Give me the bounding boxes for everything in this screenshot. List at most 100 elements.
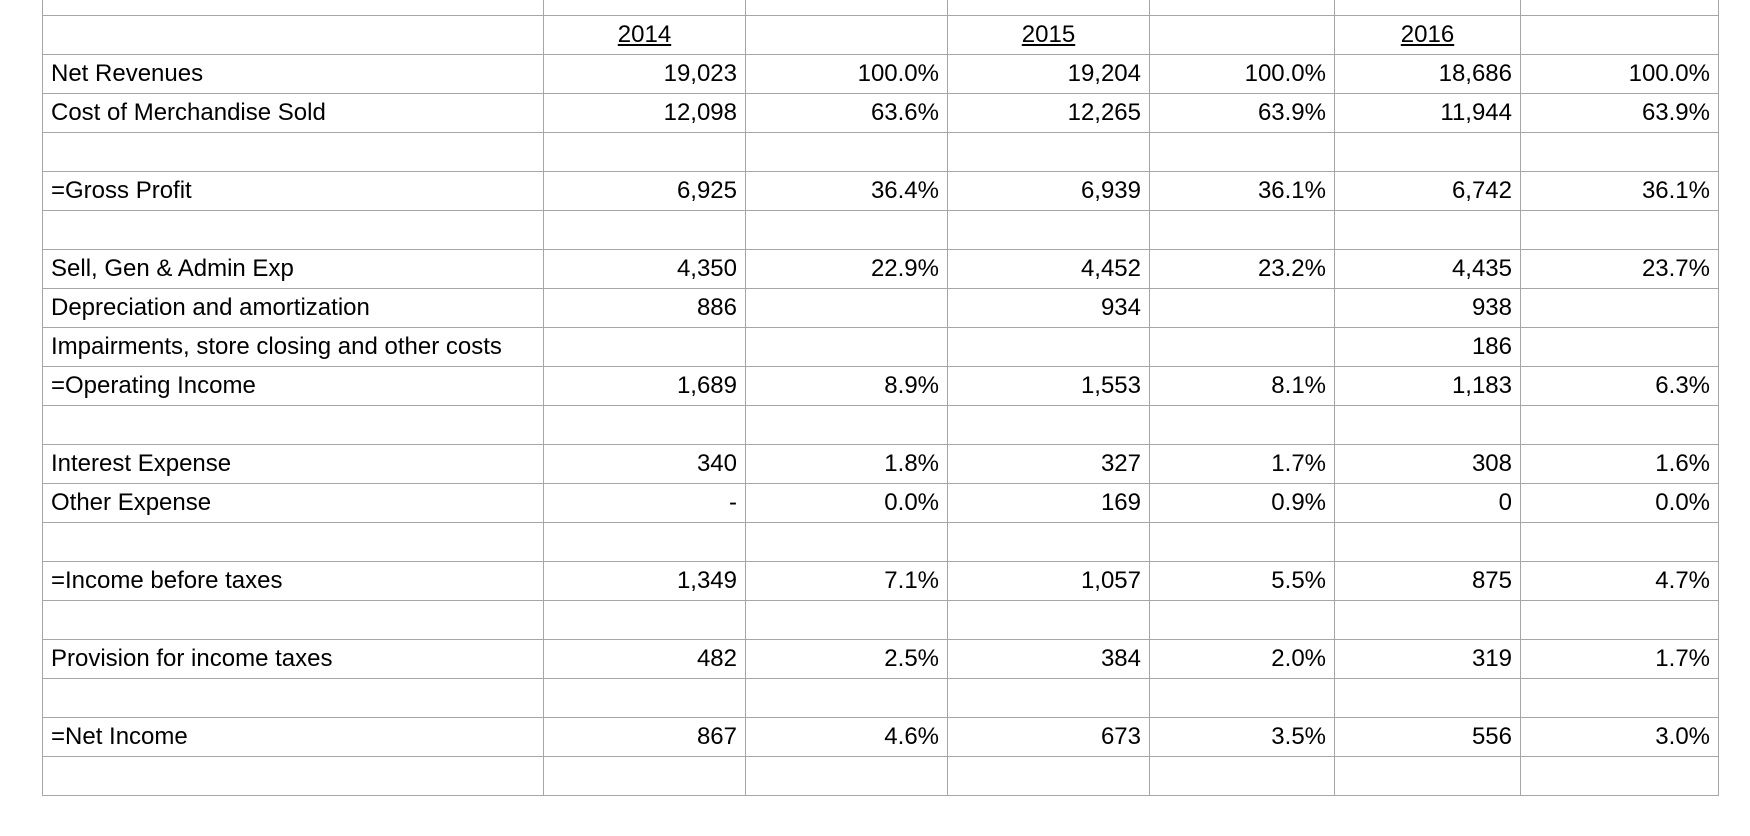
- cell: [947, 210, 1150, 250]
- value-cell: 1,689: [543, 366, 746, 406]
- cell: [745, 756, 948, 796]
- percent-cell: 1.8%: [745, 444, 948, 484]
- row-label: Provision for income taxes: [42, 639, 544, 679]
- percent-cell: 0.0%: [745, 483, 948, 523]
- row-label: Other Expense: [42, 483, 544, 523]
- row-label: =Operating Income: [42, 366, 544, 406]
- cell: [745, 600, 948, 640]
- value-cell: 19,204: [947, 54, 1150, 94]
- value-cell: 384: [947, 639, 1150, 679]
- value-cell: 938: [1334, 288, 1521, 328]
- value-cell: 327: [947, 444, 1150, 484]
- percent-cell: 63.9%: [1149, 93, 1335, 133]
- cell: [1149, 522, 1335, 562]
- cell: [1520, 210, 1719, 250]
- percent-cell: 0.0%: [1520, 483, 1719, 523]
- percent-cell: 3.0%: [1520, 717, 1719, 757]
- value-cell: 867: [543, 717, 746, 757]
- value-cell: 186: [1334, 327, 1521, 367]
- cell: [42, 522, 544, 562]
- percent-cell: 1.6%: [1520, 444, 1719, 484]
- cell: [947, 327, 1150, 367]
- percent-cell: 22.9%: [745, 249, 948, 289]
- value-cell: 4,452: [947, 249, 1150, 289]
- cell: [947, 0, 1150, 16]
- cell: [1334, 405, 1521, 445]
- cell: [745, 678, 948, 718]
- cell: [745, 210, 948, 250]
- cell: [543, 756, 746, 796]
- cell: [1149, 756, 1335, 796]
- year-header: 2014: [543, 15, 746, 55]
- cell: [42, 756, 544, 796]
- cell: [1334, 678, 1521, 718]
- cell: [947, 678, 1150, 718]
- cell: [1334, 0, 1521, 16]
- percent-cell: 0.9%: [1149, 483, 1335, 523]
- cell: [1520, 522, 1719, 562]
- cell: [42, 210, 544, 250]
- cell: [1520, 288, 1719, 328]
- cell: [1520, 15, 1719, 55]
- cell: [1149, 288, 1335, 328]
- percent-cell: 1.7%: [1520, 639, 1719, 679]
- year-header: 2015: [947, 15, 1150, 55]
- cell: [745, 15, 948, 55]
- cell: [42, 132, 544, 172]
- cell: [1520, 0, 1719, 16]
- percent-cell: 63.6%: [745, 93, 948, 133]
- row-label: Impairments, store closing and other cos…: [42, 327, 544, 367]
- cell: [42, 405, 544, 445]
- row-label: Depreciation and amortization: [42, 288, 544, 328]
- cell: [543, 522, 746, 562]
- cell: [745, 288, 948, 328]
- row-label: =Gross Profit: [42, 171, 544, 211]
- value-cell: 18,686: [1334, 54, 1521, 94]
- cell: [1520, 678, 1719, 718]
- cell: [1149, 210, 1335, 250]
- cell: [1520, 756, 1719, 796]
- row-label: =Net Income: [42, 717, 544, 757]
- cell: [947, 600, 1150, 640]
- value-cell: 12,265: [947, 93, 1150, 133]
- cell: [543, 327, 746, 367]
- percent-cell: 1.7%: [1149, 444, 1335, 484]
- percent-cell: 63.9%: [1520, 93, 1719, 133]
- percent-cell: 2.5%: [745, 639, 948, 679]
- cell: [947, 405, 1150, 445]
- percent-cell: 2.0%: [1149, 639, 1335, 679]
- value-cell: 11,944: [1334, 93, 1521, 133]
- cell: [1149, 678, 1335, 718]
- value-cell: 886: [543, 288, 746, 328]
- value-cell: 6,925: [543, 171, 746, 211]
- value-cell: 875: [1334, 561, 1521, 601]
- value-cell: 6,742: [1334, 171, 1521, 211]
- cell: [947, 522, 1150, 562]
- cell: [42, 678, 544, 718]
- cell: [1334, 132, 1521, 172]
- cell: [745, 405, 948, 445]
- cell: [745, 522, 948, 562]
- row-label: Sell, Gen & Admin Exp: [42, 249, 544, 289]
- cell: [1334, 522, 1521, 562]
- row-label: Cost of Merchandise Sold: [42, 93, 544, 133]
- percent-cell: 36.1%: [1520, 171, 1719, 211]
- cell: [1334, 600, 1521, 640]
- cell: [1520, 132, 1719, 172]
- percent-cell: 23.2%: [1149, 249, 1335, 289]
- cell: [1520, 405, 1719, 445]
- percent-cell: 4.6%: [745, 717, 948, 757]
- cell: [1520, 327, 1719, 367]
- cell: [42, 0, 544, 16]
- percent-cell: 100.0%: [1520, 54, 1719, 94]
- value-cell: 673: [947, 717, 1150, 757]
- row-label: =Income before taxes: [42, 561, 544, 601]
- cell: [1520, 600, 1719, 640]
- cell: [543, 210, 746, 250]
- cell: [745, 132, 948, 172]
- value-cell: 169: [947, 483, 1150, 523]
- percent-cell: 4.7%: [1520, 561, 1719, 601]
- value-cell: 1,349: [543, 561, 746, 601]
- percent-cell: 36.4%: [745, 171, 948, 211]
